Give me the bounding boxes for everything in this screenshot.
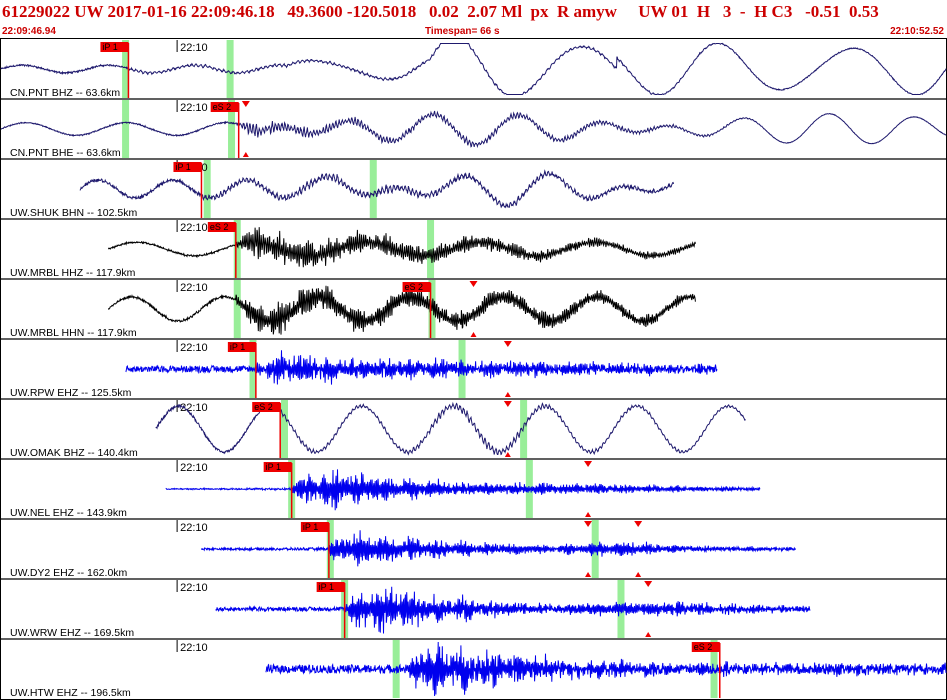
waveform-trace [215,586,811,634]
trace-panel[interactable]: 22:10 eS 2 UW.OMAK BHZ -- 140.4km [0,398,947,459]
event-summary-header: 61229022 UW 2017-01-16 22:09:46.18 49.36… [2,2,879,21]
window-timespan: Timespan= 66 s [425,26,500,37]
phase-pick-flag[interactable] [402,282,431,292]
theoretical-arrival-window [233,220,241,278]
channel-label: UW.SHUK BHN -- 102.5km [10,207,137,219]
phase-pick-flag[interactable] [207,222,236,232]
time-tick-label: 22:10 [180,282,208,294]
phase-pick-label: eS 2 [405,282,424,292]
channel-label: UW.NEL EHZ -- 143.9km [10,507,127,519]
waveform-trace [107,283,696,335]
time-axis-header: 22:09:46.94 Timespan= 66 s 22:10:52.52 [0,26,947,38]
arrival-marker-up [585,512,592,517]
trace-panel[interactable]: 22:10 eS 2 UW.MRBL HHN -- 117.9km [0,278,947,339]
arrival-marker-up [635,572,642,577]
arrival-marker-up [242,152,249,157]
time-tick-label: 22:10 [180,342,208,354]
theoretical-arrival-window [203,160,211,218]
theoretical-arrival-window [228,100,236,158]
time-tick-label: 22:10 [180,102,208,114]
theoretical-arrival-window [281,400,288,458]
arrival-marker-up [504,392,511,397]
phase-pick-flag[interactable] [316,582,345,592]
theoretical-arrival-window [122,100,130,158]
waveform-trace [0,42,947,95]
phase-pick-label: eS 2 [694,642,713,652]
phase-pick-label: iP 1 [175,162,190,172]
phase-pick-flag[interactable] [100,42,129,52]
window-start-time: 22:09:46.94 [2,26,56,37]
window-end-time: 22:10:52.52 [890,26,944,37]
phase-pick-flag[interactable] [300,522,329,532]
phase-pick-label: eS 2 [213,102,232,112]
waveform-trace [107,227,696,268]
phase-pick-label: iP 1 [102,42,117,52]
arrival-marker-down [241,101,250,107]
theoretical-arrival-window [427,220,435,278]
time-tick-label: 22:10 [180,402,208,414]
phase-pick-label: eS 2 [254,402,273,412]
trace-panel[interactable]: 22:10 iP 1 UW.NEL EHZ -- 143.9km [0,458,947,519]
time-tick-label: 22:10 [180,582,208,594]
phase-pick-flag[interactable] [227,342,256,352]
phase-pick-flag[interactable] [173,162,202,172]
channel-label: CN.PNT BHZ -- 63.6km [10,87,120,99]
trace-panel[interactable]: 22:10 iP 1 CN.PNT BHZ -- 63.6km [0,40,947,99]
arrival-marker-down [644,581,653,587]
arrival-marker-down [634,521,643,527]
phase-pick-label: iP 1 [230,342,245,352]
arrival-marker-down [503,341,512,347]
trace-panel[interactable]: 22:10 iP 1 UW.RPW EHZ -- 125.5km [0,338,947,399]
waveform-trace [265,641,947,697]
arrival-marker-up [645,632,652,637]
channel-label: UW.HTW EHZ -- 196.5km [10,687,131,699]
phase-pick-label: iP 1 [303,522,318,532]
waveform-trace [125,350,718,385]
time-tick-label: 22:10 [180,522,208,534]
waveform-trace [155,401,746,456]
phase-pick-flag[interactable] [691,642,720,652]
arrival-marker-down [584,461,593,467]
channel-label: UW.DY2 EHZ -- 162.0km [10,567,128,579]
arrival-marker-down [503,401,512,407]
trace-panel[interactable]: 22:10 eS 2 UW.HTW EHZ -- 196.5km [0,638,947,699]
theoretical-arrival-window [369,160,377,218]
arrival-marker-up [470,332,477,337]
waveform-trace [79,169,674,209]
channel-label: UW.OMAK BHZ -- 140.4km [10,447,138,459]
channel-label: UW.MRBL HHZ -- 117.9km [10,267,136,279]
phase-pick-flag[interactable] [210,102,239,112]
phase-pick-label: iP 1 [266,462,281,472]
trace-panel[interactable]: 22:10 iP 1 UW.WRW EHZ -- 169.5km [0,578,947,639]
waveform-trace [165,469,761,511]
theoretical-arrival-window [233,280,241,338]
arrival-marker-up [585,572,592,577]
arrival-marker-up [504,452,511,457]
channel-label: UW.RPW EHZ -- 125.5km [10,387,132,399]
phase-pick-flag[interactable] [263,462,292,472]
phase-pick-flag[interactable] [252,402,281,412]
waveform-trace [201,530,797,567]
time-tick-label: 22:10 [180,42,208,54]
waveform-trace [0,110,947,149]
phase-pick-label: eS 2 [210,222,229,232]
time-tick-label: 22:10 [180,222,208,234]
arrival-marker-down [469,281,478,287]
trace-panel[interactable]: 22:10 eS 2 UW.MRBL HHZ -- 117.9km [0,218,947,279]
theoretical-arrival-window [122,40,130,98]
trace-panel[interactable]: 22:10 eS 2 CN.PNT BHE -- 63.6km [0,98,947,159]
phase-pick-label: iP 1 [319,582,334,592]
trace-panel[interactable]: 22:10 iP 1 UW.DY2 EHZ -- 162.0km [0,518,947,579]
arrival-marker-down [584,521,593,527]
channel-label: UW.WRW EHZ -- 169.5km [10,627,134,639]
channel-label: UW.MRBL HHN -- 117.9km [10,327,137,339]
time-tick-label: 22:10 [180,462,208,474]
time-tick-label: 22:10 [180,642,208,654]
channel-label: CN.PNT BHE -- 63.6km [10,147,121,159]
theoretical-arrival-window [226,40,234,98]
